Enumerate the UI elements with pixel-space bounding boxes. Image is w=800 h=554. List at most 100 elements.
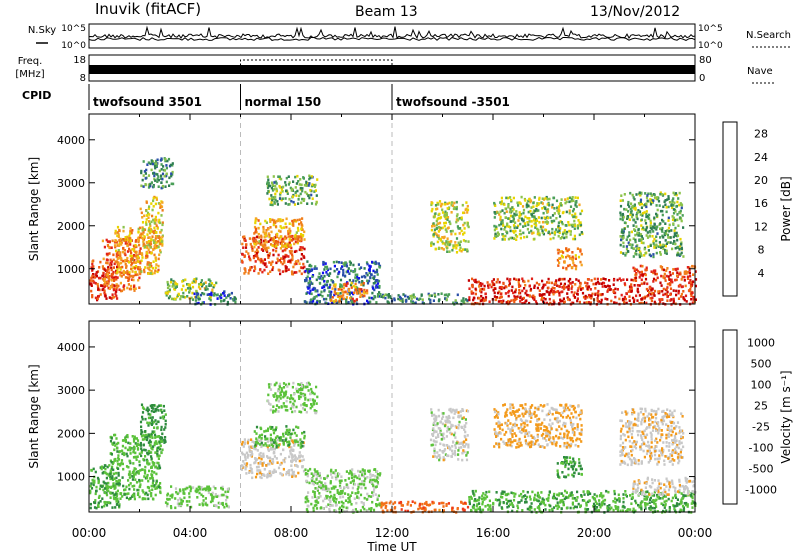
heatmap-cell — [340, 500, 343, 504]
heatmap-cell — [656, 225, 659, 228]
heatmap-cell — [498, 223, 501, 227]
heatmap-cell — [137, 239, 140, 242]
heatmap-cell — [538, 198, 541, 201]
heatmap-cell — [136, 455, 139, 458]
heatmap-cell — [444, 228, 447, 231]
heatmap-cell — [281, 197, 284, 200]
heatmap-cell — [212, 294, 216, 297]
heatmap-cell — [310, 184, 313, 188]
heatmap-cell — [126, 244, 129, 248]
heatmap-cell — [261, 270, 264, 274]
heatmap-cell — [560, 290, 563, 294]
heatmap-cell — [644, 222, 648, 225]
heatmap-cell — [293, 250, 296, 253]
heatmap-cell — [333, 290, 336, 293]
heatmap-cell — [204, 497, 207, 500]
heatmap-cell — [241, 260, 244, 263]
heatmap-cell — [121, 250, 124, 254]
heatmap-cell — [280, 260, 283, 264]
heatmap-cell — [654, 272, 657, 276]
heatmap-cell — [154, 179, 157, 182]
heatmap-cell — [345, 296, 348, 299]
heatmap-cell — [579, 212, 582, 216]
heatmap-cell — [157, 409, 160, 412]
heatmap-cell — [242, 460, 245, 463]
heatmap-cell — [156, 270, 159, 274]
heatmap-cell — [128, 277, 131, 281]
heatmap-cell — [99, 260, 102, 264]
heatmap-cell — [530, 277, 534, 281]
heatmap-cell — [655, 251, 658, 255]
heatmap-cell — [107, 286, 110, 290]
heatmap-cell — [629, 207, 632, 211]
heatmap-cell — [243, 267, 246, 271]
heatmap-cell — [566, 292, 569, 295]
heatmap-cell — [322, 263, 325, 266]
heatmap-cell — [98, 487, 102, 491]
heatmap-cell — [360, 288, 363, 291]
heatmap-cell — [141, 216, 144, 219]
heatmap-cell — [106, 465, 109, 469]
heatmap-cell — [115, 442, 118, 446]
heatmap-cell — [440, 204, 443, 208]
heatmap-cell — [142, 243, 145, 246]
heatmap-cell — [137, 231, 140, 234]
heatmap-cell — [669, 241, 672, 244]
heatmap-cell — [265, 265, 268, 268]
heatmap-cell — [139, 267, 142, 271]
heatmap-cell — [456, 225, 459, 228]
heatmap-cell — [347, 287, 350, 291]
heatmap-cell — [452, 244, 455, 247]
heatmap-cell — [570, 287, 573, 290]
heatmap-cell — [143, 448, 146, 452]
heatmap-cell — [280, 389, 284, 392]
heatmap-cell — [601, 293, 604, 296]
heatmap-cell — [518, 216, 521, 219]
heatmap-cell — [90, 289, 93, 293]
heatmap-cell — [217, 506, 220, 509]
heatmap-cell — [676, 271, 679, 274]
heatmap-cell — [635, 253, 638, 256]
heatmap-cell — [452, 301, 455, 305]
heatmap-cell — [333, 293, 336, 297]
heatmap-cell — [454, 241, 457, 244]
heatmap-cell — [188, 492, 191, 495]
heatmap-cell — [148, 268, 151, 272]
heatmap-cell — [133, 467, 136, 470]
heatmap-cell — [630, 290, 633, 293]
heatmap-cell — [297, 443, 300, 447]
heatmap-cell — [354, 268, 357, 271]
heatmap-cell — [440, 226, 443, 230]
heatmap-cell — [351, 297, 354, 301]
heatmap-cell — [300, 201, 303, 205]
heatmap-cell — [272, 441, 275, 444]
heatmap-cell — [434, 232, 437, 235]
heatmap-cell — [91, 274, 94, 278]
heatmap-cell — [121, 265, 124, 269]
heatmap-cell — [307, 381, 310, 385]
heatmap-cell — [269, 203, 272, 206]
heatmap-cell — [285, 254, 288, 257]
heatmap-cell — [674, 192, 678, 195]
heatmap-cell — [157, 420, 160, 424]
heatmap-cell — [569, 230, 572, 233]
heatmap-cell — [241, 242, 244, 246]
heatmap-cell — [314, 289, 317, 293]
heatmap-cell — [625, 292, 628, 296]
heatmap-cell — [257, 219, 260, 222]
heatmap-cell — [310, 202, 314, 205]
heatmap-cell — [275, 381, 278, 385]
heatmap-cell — [115, 503, 118, 506]
heatmap-cell — [596, 297, 599, 300]
heatmap-cell — [291, 187, 294, 191]
heatmap-cell — [243, 254, 246, 257]
heatmap-cell — [466, 222, 469, 225]
heatmap-cell — [170, 297, 174, 301]
heatmap-cell — [329, 298, 333, 302]
heatmap-cell — [568, 255, 571, 258]
heatmap-cell — [652, 253, 655, 256]
heatmap-cell — [577, 287, 580, 290]
heatmap-cell — [147, 207, 150, 210]
heatmap-cell — [281, 218, 285, 222]
heatmap-cell — [582, 295, 586, 299]
